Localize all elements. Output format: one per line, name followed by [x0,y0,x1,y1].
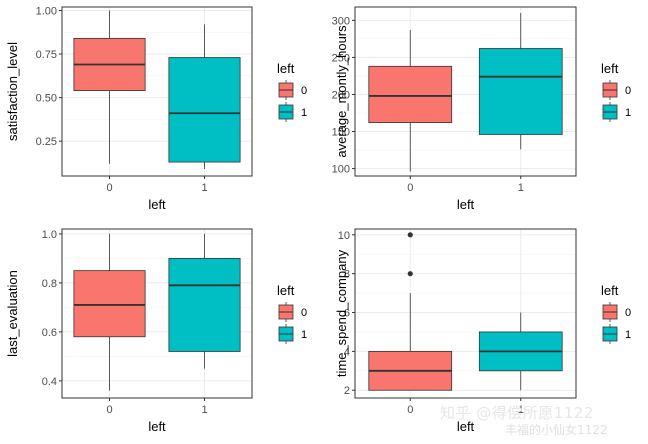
y-tick-label: 300 [332,15,350,27]
plot-border [354,6,577,177]
box-iqr [168,57,241,163]
box-0 [73,233,146,391]
legend-title: left [277,61,295,76]
y-tick-label: 0.25 [36,136,57,148]
y-tick-label: 0.6 [42,327,57,339]
y-axis-label: time_spend_company [334,249,349,377]
watermark-text: 知乎 @得偿所愿1122 [440,404,594,422]
legend-label: 0 [625,307,631,319]
box-iqr [168,257,241,352]
legend-label: 0 [301,307,307,319]
box-1 [478,12,563,150]
x-tick-label: 1 [201,182,207,194]
legend-label: 1 [625,107,631,119]
y-tick-label: 150 [332,127,350,139]
x-tick-label: 1 [518,404,524,416]
x-tick-label: 1 [518,182,524,194]
y-tick-label: 250 [332,52,350,64]
legend-title: left [601,61,619,76]
y-tick-label: 0.4 [42,376,57,388]
legend: left 0 1 [277,283,307,344]
y-tick-label: 1.00 [36,5,57,17]
watermark-text-secondary: 丰福的小仙女1122 [505,423,608,437]
box-1 [168,24,241,170]
x-tick-label: 0 [106,404,112,416]
y-tick-label: 0.8 [42,278,57,290]
box-0 [368,29,453,172]
plot-border [61,6,253,177]
x-axis-label: left [148,197,166,212]
x-tick-label: 0 [106,182,112,194]
legend-label: 1 [625,329,631,341]
y-tick-label: 200 [332,89,350,101]
box-iqr [368,65,453,124]
y-tick-label: 6 [344,308,350,320]
x-axis-label: left [457,197,475,212]
y-tick-label: 10 [338,230,350,242]
outlier-point [407,271,413,277]
chart-panel-1: 0.25 0.50 0.75 1.00 0 1 left satisfaction_level… [5,5,307,212]
x-tick-label: 0 [407,404,413,416]
y-tick-label: 2 [344,385,350,397]
y-tick-label: 100 [332,164,350,176]
legend-title: left [601,283,619,298]
legend: left 0 1 [601,283,631,344]
y-tick-label: 8 [344,269,350,281]
legend-label: 1 [301,329,307,341]
box-1 [478,312,563,391]
box-0 [73,10,146,164]
chart-panel-2: 100 150 200 250 300 0 1 left average_montly_hour… [332,6,631,212]
y-tick-label: 1.0 [42,229,57,241]
legend: left 0 1 [601,61,631,122]
x-axis-label: left [457,419,475,434]
y-axis-label: last_evaluation [5,270,20,357]
y-axis-label: satisfaction_level [5,42,20,141]
y-tick-label: 0.50 [36,93,57,105]
box-0 [368,232,453,391]
y-axis-label: average_montly_hours [334,25,349,158]
legend-label: 0 [301,85,307,97]
box-iqr [478,48,563,135]
box-1 [168,233,241,369]
legend: left 0 1 [277,61,307,122]
box-iqr [73,270,146,338]
legend-label: 1 [301,107,307,119]
y-tick-label: 4 [344,346,350,358]
y-tick-label: 0.75 [36,49,57,61]
x-tick-label: 0 [407,182,413,194]
plot-border [354,228,577,399]
x-axis-label: left [148,419,166,434]
legend-label: 0 [625,85,631,97]
outlier-point [407,232,413,238]
x-tick-label: 1 [201,404,207,416]
legend-title: left [277,283,295,298]
plot-border [61,228,253,399]
